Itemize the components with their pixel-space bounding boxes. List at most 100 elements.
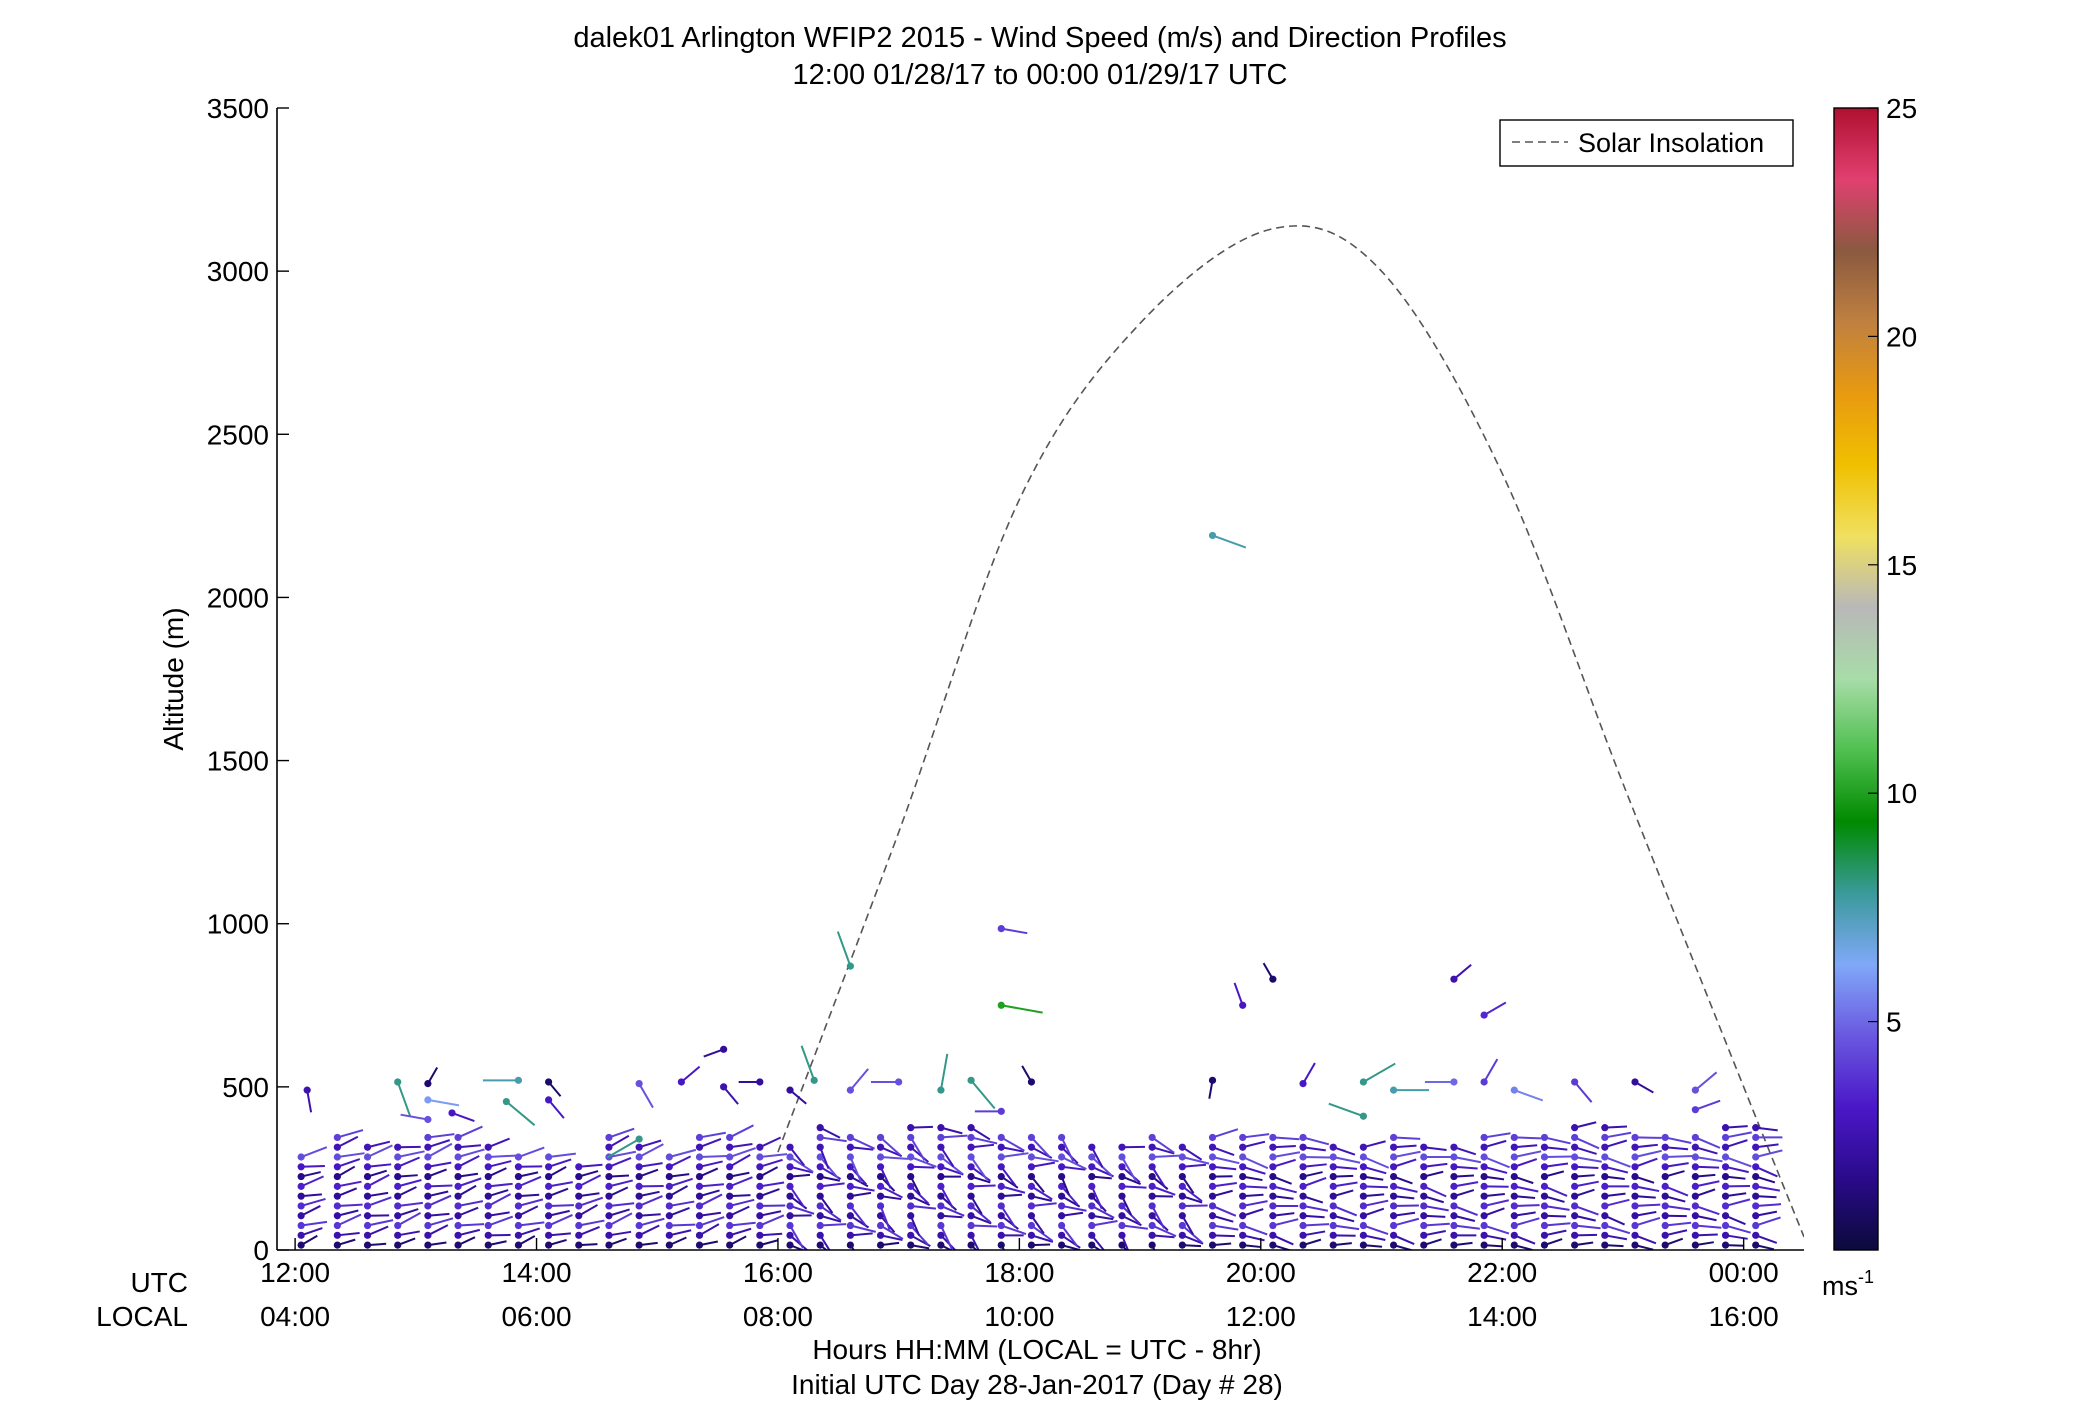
wind-barb <box>1121 1214 1142 1227</box>
wind-barb-point <box>1299 1212 1307 1220</box>
wind-barb <box>1212 1214 1234 1223</box>
wind-barb <box>1363 1224 1389 1235</box>
wind-barb <box>819 1205 842 1222</box>
wind-barb <box>1000 1166 1017 1187</box>
wind-barb-point <box>1631 1231 1639 1239</box>
wind-barb-point <box>1420 1231 1428 1239</box>
wind-barb-point <box>1269 1163 1277 1171</box>
wind-barb <box>1695 1233 1718 1237</box>
wind-barb <box>1423 1185 1447 1198</box>
wind-barb-point <box>665 1221 673 1230</box>
wind-barb-point <box>1661 1241 1669 1249</box>
wind-barb <box>427 1133 455 1139</box>
colorbar-tick-label: 20 <box>1886 321 1917 352</box>
wind-barb-point <box>545 1202 553 1210</box>
wind-barb <box>1695 1165 1720 1169</box>
wind-barb-point <box>695 1153 704 1161</box>
wind-barb <box>1725 1125 1748 1129</box>
wind-barb-point <box>363 1192 372 1200</box>
wind-barb-point <box>514 1153 523 1161</box>
wind-barb-point <box>1571 1124 1579 1132</box>
wind-barb-point <box>665 1192 673 1200</box>
wind-barb-point <box>605 1163 613 1171</box>
wind-barb-point <box>333 1153 341 1161</box>
wind-barb-point <box>1269 1133 1277 1142</box>
wind-barb-point <box>1088 1192 1096 1200</box>
wind-barb-point <box>1721 1153 1730 1161</box>
wind-barb <box>1604 1156 1631 1168</box>
wind-barb-point <box>1601 1163 1609 1171</box>
x-tick-label-utc: 14:00 <box>501 1257 571 1288</box>
wind-barb-point <box>1389 1143 1398 1151</box>
wind-barb-point <box>1058 1212 1066 1220</box>
wind-barb-point <box>726 1133 734 1142</box>
wind-barb-point <box>846 1153 854 1161</box>
wind-barb <box>1333 1156 1361 1164</box>
wind-barb-point <box>846 1133 854 1142</box>
colorbar-tick-label: 10 <box>1886 778 1917 809</box>
wind-barb-point <box>1661 1182 1669 1190</box>
wind-barb-point <box>1571 1133 1579 1142</box>
solar-insolation-layer <box>777 225 1804 1238</box>
wind-barb-point <box>695 1182 704 1190</box>
wind-barb <box>1030 1136 1051 1158</box>
wind-barb-point <box>846 1241 854 1249</box>
wind-barb <box>789 1156 814 1173</box>
wind-barb <box>1242 1224 1268 1236</box>
wind-barb <box>1272 1185 1297 1194</box>
wind-barb-point <box>937 1143 945 1151</box>
wind-barb-point <box>1601 1133 1609 1142</box>
wind-barb-point <box>1058 1221 1066 1230</box>
wind-barb <box>1060 1224 1079 1247</box>
wind-barb <box>1302 1214 1325 1219</box>
wind-barb-point <box>1661 1143 1669 1151</box>
wind-barb <box>1328 1102 1364 1118</box>
wind-barb-point <box>394 1202 402 1210</box>
wind-barb-point <box>1178 1163 1186 1171</box>
wind-barb <box>300 1146 328 1158</box>
wind-barb <box>1332 1205 1358 1217</box>
wind-barb <box>1483 1139 1507 1149</box>
wind-barb <box>1483 1207 1505 1217</box>
wind-barb-point <box>454 1212 462 1220</box>
wind-barb-point <box>1601 1241 1609 1249</box>
wind-barb-point <box>1329 1241 1337 1249</box>
wind-barb <box>1363 1140 1386 1149</box>
wind-barb-point <box>756 1192 764 1200</box>
wind-barb-point <box>545 1153 553 1161</box>
wind-barb-point <box>997 1212 1005 1220</box>
wind-barb-point <box>545 1212 553 1220</box>
wind-barb-point <box>1148 1202 1156 1210</box>
colorbar-tick-label: 25 <box>1886 93 1917 124</box>
wind-barb-point <box>997 1182 1005 1190</box>
wind-barb <box>880 1185 903 1199</box>
wind-barb <box>1483 1224 1510 1235</box>
wind-barb <box>608 1208 630 1217</box>
wind-barb-point <box>967 1202 975 1210</box>
x-tick-label-local: 16:00 <box>1709 1301 1779 1332</box>
wind-barb-point <box>575 1221 583 1230</box>
wind-barb-point <box>756 1182 764 1190</box>
wind-barb-point <box>1299 1182 1307 1190</box>
wind-barb <box>1604 1234 1628 1241</box>
wind-barb-point <box>1027 1133 1036 1142</box>
wind-barb-point <box>816 1212 824 1220</box>
wind-barb <box>759 1181 785 1188</box>
wind-barb-point <box>1239 1212 1247 1220</box>
wind-barb-point <box>1450 1192 1458 1200</box>
wind-barb-point <box>1027 1241 1036 1249</box>
wind-barb-point <box>997 1153 1005 1161</box>
wind-barb <box>699 1155 727 1159</box>
wind-barb-point <box>1329 1143 1337 1151</box>
wind-barb <box>1574 1146 1597 1155</box>
wind-barb-point <box>1329 1221 1337 1230</box>
wind-barb-point <box>726 1192 734 1200</box>
wind-barb <box>820 1136 847 1143</box>
wind-barb-point <box>1088 1241 1096 1249</box>
wind-barb <box>1695 1214 1717 1222</box>
wind-barb <box>487 1137 510 1149</box>
wind-barb <box>608 1150 637 1158</box>
wind-barb <box>1302 1163 1327 1168</box>
wind-barb-point <box>1299 1163 1307 1171</box>
wind-barb <box>722 1086 739 1105</box>
